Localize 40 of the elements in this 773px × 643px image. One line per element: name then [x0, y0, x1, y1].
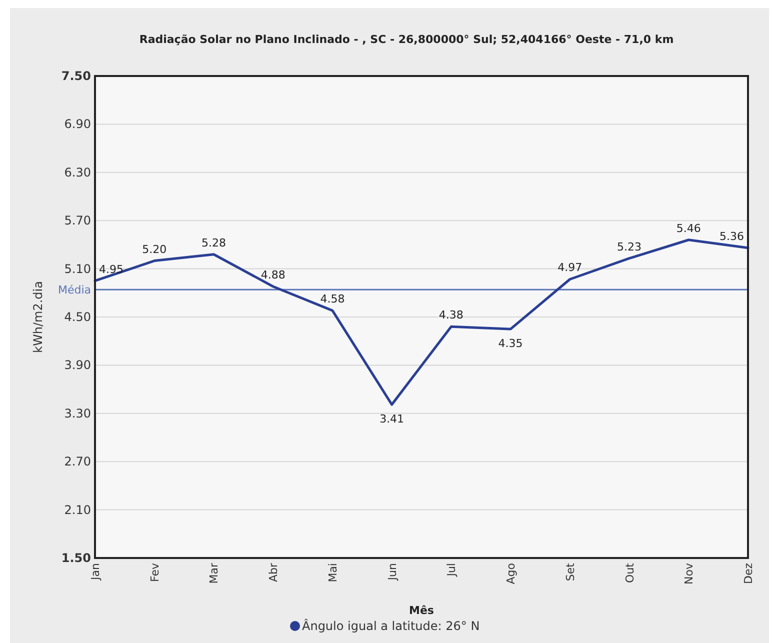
text: 2.10 [64, 502, 91, 517]
x-tick-label: Nov [682, 562, 696, 584]
text: 4.50 [64, 310, 91, 324]
data-label: 5.20 [142, 242, 167, 256]
x-axis-title: Mês [409, 604, 434, 617]
chart-title: Radiação Solar no Plano Inclinado - , SC - 26,800000° Sul; 52,404166° Oeste - 71,0 km [139, 33, 674, 46]
text: 6.30 [64, 165, 91, 180]
x-tick-label: Jul [445, 563, 458, 578]
x-tick-label: Jan [89, 562, 102, 581]
y-axis-title: kWh/m2.dia [31, 281, 45, 353]
x-tick-label: Dez [742, 562, 755, 584]
text: 6.90 [64, 117, 91, 132]
data-label: 4.95 [99, 262, 124, 276]
x-tick-label: Set [564, 562, 577, 582]
text: 2.70 [64, 454, 91, 469]
data-label: 5.28 [201, 236, 226, 250]
text: 1.50 [61, 551, 91, 565]
data-label: 4.97 [558, 261, 582, 274]
x-tick-label: Out [623, 562, 636, 583]
data-label: 4.58 [320, 292, 345, 306]
x-tick-label: Fev [148, 562, 162, 582]
x-tick-label: Jun [386, 562, 399, 582]
x-tick-label: Abr [267, 562, 280, 582]
ref-line-label: Média [58, 284, 91, 297]
data-label: 5.23 [617, 240, 642, 254]
x-tick-label: Mar [208, 562, 221, 584]
data-label: 4.88 [260, 268, 286, 282]
legend-label: Ângulo igual a latitude: 26° N [302, 618, 480, 633]
text: 7.50 [61, 69, 91, 83]
x-tick-label: Mai [326, 563, 340, 582]
text: 3.90 [64, 358, 91, 372]
x-tick-label: Ago [504, 562, 518, 584]
text: 5.70 [64, 214, 91, 228]
data-label: 4.35 [498, 337, 523, 350]
text: 5.10 [64, 262, 91, 276]
data-label: 4.38 [438, 308, 464, 322]
data-label: 5.36 [720, 230, 744, 243]
text: 3.30 [64, 406, 91, 420]
data-label: 3.41 [380, 412, 404, 426]
data-label: 5.46 [676, 222, 701, 235]
